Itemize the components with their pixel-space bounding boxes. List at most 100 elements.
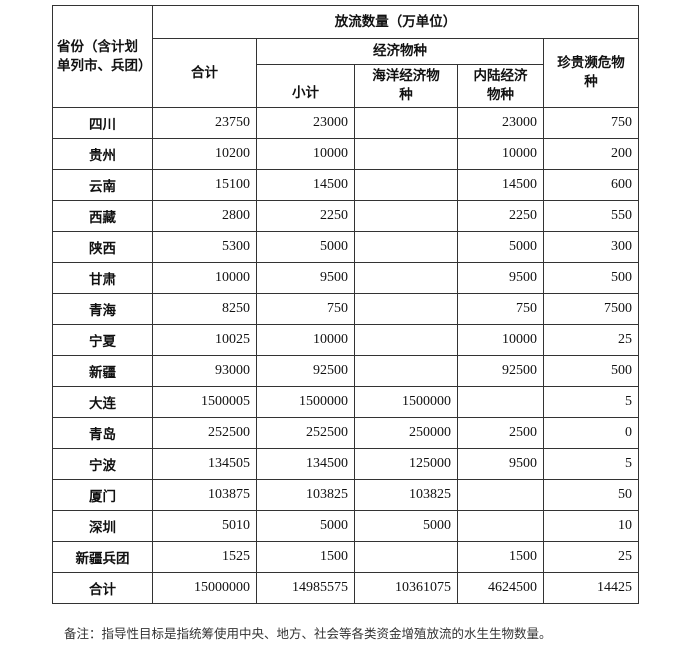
value-cell <box>457 510 544 542</box>
value-cell <box>457 479 544 511</box>
value-cell: 10000 <box>256 138 355 170</box>
value-cell: 25 <box>542 324 640 356</box>
table-row: 云南 15100 14500 14500 600 <box>52 169 640 201</box>
value-cell: 5000 <box>256 231 355 263</box>
value-cell: 23000 <box>457 107 544 139</box>
value-cell <box>354 231 458 263</box>
table-row: 宁波 134505 134500 125000 9500 5 <box>52 448 640 480</box>
value-cell: 0 <box>542 417 640 449</box>
region-cell: 深圳 <box>52 510 153 542</box>
region-cell: 青岛 <box>52 417 153 449</box>
table-row: 大连 1500005 1500000 1500000 5 <box>52 386 640 418</box>
region-cell: 青海 <box>52 293 153 325</box>
value-cell: 750 <box>542 107 640 139</box>
value-cell: 9500 <box>457 262 544 294</box>
value-cell: 4624500 <box>457 572 544 604</box>
value-cell: 200 <box>542 138 640 170</box>
table-row: 新疆兵团 1525 1500 1500 25 <box>52 541 640 573</box>
value-cell: 103825 <box>256 479 355 511</box>
value-cell: 14425 <box>542 572 640 604</box>
value-cell: 10361075 <box>354 572 458 604</box>
header-region: 省份（含计划单列市、兵团） <box>52 5 153 108</box>
value-cell: 1525 <box>152 541 257 573</box>
value-cell: 5 <box>542 448 640 480</box>
value-cell: 5300 <box>152 231 257 263</box>
value-cell: 25 <box>542 541 640 573</box>
value-cell: 134505 <box>152 448 257 480</box>
value-cell: 10025 <box>152 324 257 356</box>
region-cell: 厦门 <box>52 479 153 511</box>
value-cell: 1500005 <box>152 386 257 418</box>
value-cell: 14500 <box>457 169 544 201</box>
value-cell: 2250 <box>457 200 544 232</box>
region-cell: 四川 <box>52 107 153 139</box>
region-cell: 陕西 <box>52 231 153 263</box>
value-cell: 2800 <box>152 200 257 232</box>
value-cell: 500 <box>542 355 640 387</box>
value-cell: 10 <box>542 510 640 542</box>
header-economic: 经济物种 <box>256 38 544 65</box>
value-cell <box>354 200 458 232</box>
value-cell: 1500000 <box>354 386 458 418</box>
table-body: 四川 23750 23000 23000 750 贵州 10200 10000 10000 200… <box>52 107 640 604</box>
region-cell: 云南 <box>52 169 153 201</box>
header-release: 放流数量（万单位） <box>151 5 640 39</box>
value-cell: 300 <box>542 231 640 263</box>
value-cell <box>354 293 458 325</box>
value-cell: 1500 <box>256 541 355 573</box>
value-cell: 10000 <box>457 324 544 356</box>
value-cell: 15000000 <box>152 572 257 604</box>
value-cell: 5000 <box>256 510 355 542</box>
table-row: 新疆 93000 92500 92500 500 <box>52 355 640 387</box>
value-cell: 50 <box>542 479 640 511</box>
value-cell: 600 <box>542 169 640 201</box>
value-cell: 103875 <box>152 479 257 511</box>
header-total: 合计 <box>152 38 257 108</box>
value-cell: 1500000 <box>256 386 355 418</box>
value-cell: 1500 <box>457 541 544 573</box>
value-cell: 7500 <box>542 293 640 325</box>
value-cell: 500 <box>542 262 640 294</box>
header-rare: 珍贵濒危物种 <box>542 38 640 108</box>
region-cell: 合计 <box>52 572 153 604</box>
region-cell: 新疆 <box>52 355 153 387</box>
table-row: 合计 15000000 14985575 10361075 4624500 14425 <box>52 572 640 604</box>
value-cell: 252500 <box>152 417 257 449</box>
value-cell: 10000 <box>256 324 355 356</box>
value-cell: 134500 <box>256 448 355 480</box>
header-inland: 内陆经济物种 <box>457 64 544 108</box>
table-row: 陕西 5300 5000 5000 300 <box>52 231 640 263</box>
header-marine: 海洋经济物种 <box>354 64 458 108</box>
value-cell: 9500 <box>256 262 355 294</box>
value-cell <box>457 386 544 418</box>
footnote: 备注：指导性目标是指统筹使用中央、地方、社会等各类资金增殖放流的水生生物数量。 <box>64 626 552 641</box>
value-cell: 14500 <box>256 169 355 201</box>
value-cell: 250000 <box>354 417 458 449</box>
header-subtotal: 小计 <box>256 64 355 108</box>
region-cell: 甘肃 <box>52 262 153 294</box>
release-table: 省份（含计划单列市、兵团） 放流数量（万单位） 合计 经济物种 珍贵濒危物种 小… <box>52 5 640 604</box>
value-cell: 2250 <box>256 200 355 232</box>
value-cell: 750 <box>256 293 355 325</box>
value-cell: 93000 <box>152 355 257 387</box>
value-cell: 750 <box>457 293 544 325</box>
region-cell: 大连 <box>52 386 153 418</box>
value-cell: 2500 <box>457 417 544 449</box>
value-cell <box>354 169 458 201</box>
value-cell: 103825 <box>354 479 458 511</box>
value-cell: 8250 <box>152 293 257 325</box>
value-cell: 5 <box>542 386 640 418</box>
value-cell: 252500 <box>256 417 355 449</box>
value-cell: 5000 <box>354 510 458 542</box>
table-row: 宁夏 10025 10000 10000 25 <box>52 324 640 356</box>
region-cell: 宁夏 <box>52 324 153 356</box>
value-cell: 92500 <box>256 355 355 387</box>
table-row: 甘肃 10000 9500 9500 500 <box>52 262 640 294</box>
value-cell: 10200 <box>152 138 257 170</box>
value-cell: 10000 <box>457 138 544 170</box>
region-cell: 宁波 <box>52 448 153 480</box>
value-cell: 15100 <box>152 169 257 201</box>
value-cell: 550 <box>542 200 640 232</box>
region-cell: 新疆兵团 <box>52 541 153 573</box>
value-cell <box>354 262 458 294</box>
